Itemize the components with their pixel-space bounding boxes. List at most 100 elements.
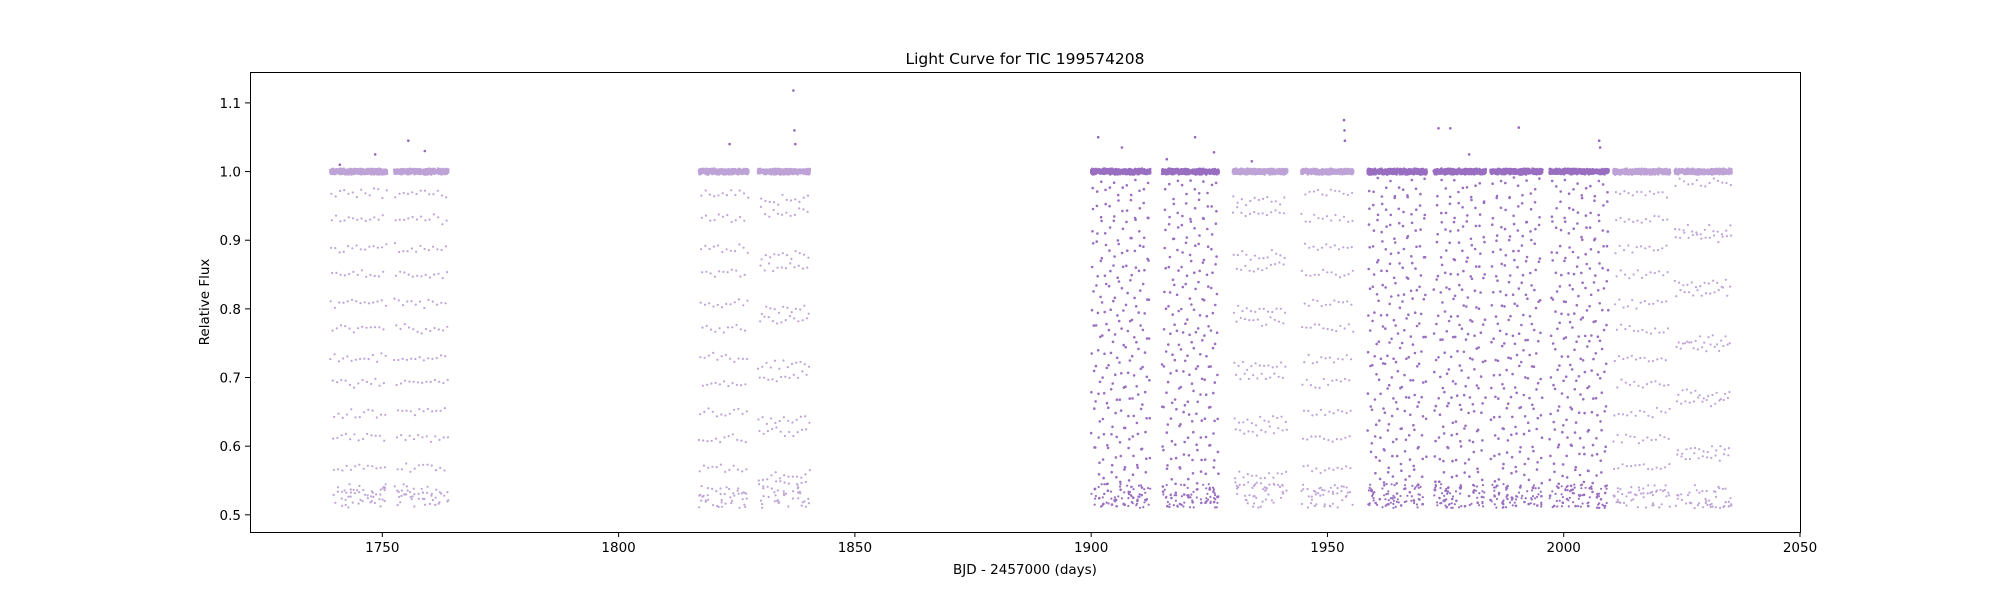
data-point (1190, 340, 1193, 344)
data-point (1190, 382, 1194, 386)
data-point (772, 269, 775, 273)
data-point (1164, 228, 1167, 232)
data-point (782, 359, 785, 362)
data-point (1142, 506, 1145, 509)
data-point (402, 250, 405, 253)
data-point (722, 171, 725, 174)
data-point (1119, 409, 1123, 412)
data-point (1184, 322, 1187, 326)
data-point (787, 475, 790, 478)
data-point (1132, 414, 1136, 418)
data-point (699, 301, 702, 304)
data-point (379, 167, 383, 171)
data-point (347, 216, 350, 219)
data-point (398, 192, 401, 195)
data-point (782, 492, 785, 495)
data-point (1096, 311, 1100, 315)
data-point (442, 329, 445, 332)
data-point (717, 244, 720, 247)
data-point (742, 304, 745, 307)
data-point (1168, 215, 1171, 219)
data-point (739, 328, 742, 331)
data-point (776, 212, 780, 215)
data-point (1092, 369, 1096, 373)
data-point (1166, 504, 1169, 508)
data-point (1094, 400, 1097, 403)
data-point (419, 189, 422, 192)
data-point (384, 486, 387, 490)
data-point (724, 502, 727, 505)
data-point (724, 353, 728, 356)
data-point (795, 418, 798, 421)
data-point (1116, 193, 1120, 197)
data-point (408, 380, 411, 383)
data-point (797, 491, 800, 494)
data-point (797, 376, 800, 379)
data-point (1097, 392, 1100, 396)
data-point (1095, 190, 1099, 193)
data-point (1120, 372, 1123, 375)
data-point (1184, 282, 1187, 286)
data-point (786, 173, 790, 176)
data-point (777, 203, 780, 206)
data-point (1090, 390, 1093, 394)
data-point (1174, 491, 1178, 495)
data-point (344, 325, 347, 328)
data-point (758, 483, 761, 486)
data-point (1181, 214, 1184, 218)
data-point (1138, 189, 1141, 193)
data-point (725, 169, 729, 172)
data-point (784, 267, 788, 270)
data-point (1122, 309, 1125, 312)
data-point (1098, 420, 1102, 423)
data-point (800, 428, 804, 431)
data-point (1115, 398, 1119, 402)
data-point (1132, 454, 1135, 458)
data-point (1127, 170, 1130, 174)
data-point (341, 416, 344, 419)
data-point (718, 270, 721, 273)
data-point (1097, 496, 1101, 500)
data-point (435, 488, 438, 491)
data-point (773, 253, 776, 256)
data-point (446, 491, 449, 494)
data-point (786, 254, 789, 257)
data-point (1169, 332, 1172, 336)
data-point (347, 245, 350, 248)
data-point (434, 435, 437, 438)
data-point (382, 328, 385, 331)
data-point (1189, 179, 1192, 182)
data-point (1131, 435, 1135, 438)
data-point (1116, 314, 1119, 317)
data-point (422, 359, 425, 362)
data-point (1121, 186, 1124, 189)
data-point (1093, 503, 1096, 506)
data-point (701, 326, 704, 329)
data-point (1147, 503, 1150, 506)
data-point (353, 386, 356, 389)
data-point (1143, 351, 1147, 354)
data-point (429, 440, 433, 443)
data-point (1112, 299, 1115, 303)
data-point (794, 250, 797, 253)
data-point (763, 315, 766, 318)
data-point (345, 491, 348, 494)
data-point (1123, 426, 1127, 430)
data-point (1107, 502, 1110, 505)
data-point (432, 213, 435, 216)
data-point (385, 189, 388, 192)
data-point (723, 380, 726, 383)
data-point (1179, 172, 1183, 175)
data-point (338, 251, 341, 254)
data-point (1116, 239, 1120, 242)
data-point (782, 490, 785, 493)
data-point (1130, 485, 1133, 488)
data-point (445, 219, 448, 222)
data-point (1185, 236, 1189, 239)
data-point (377, 170, 381, 173)
data-point (715, 490, 718, 493)
data-point (737, 487, 740, 490)
data-point (1100, 219, 1103, 223)
data-point (699, 493, 702, 496)
data-point (766, 170, 770, 174)
